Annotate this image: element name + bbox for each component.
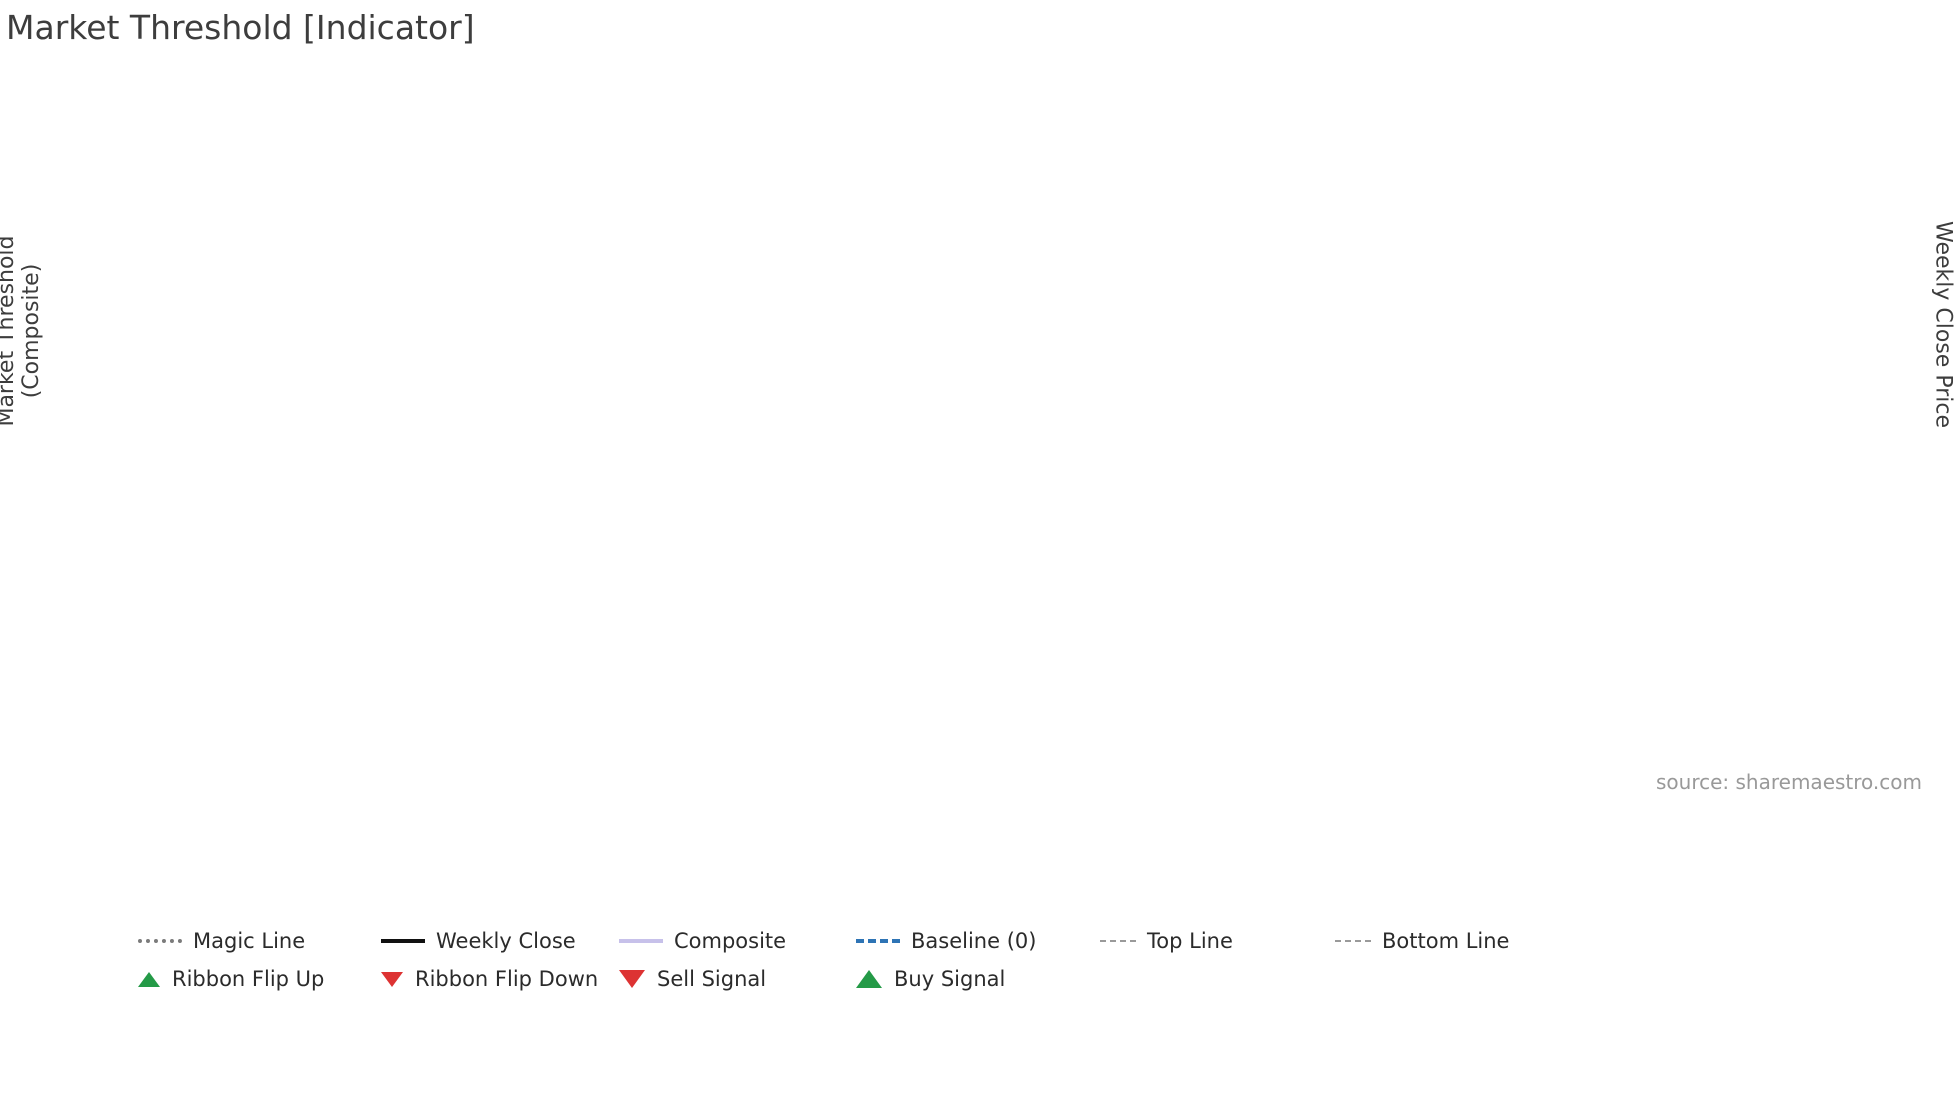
top-line-swatch-icon [1100,940,1136,942]
legend-label-buy: Buy Signal [894,967,1006,991]
weekly-close-swatch-icon [381,939,425,943]
legend-label-top: Top Line [1147,929,1233,953]
legend-label-flip-down: Ribbon Flip Down [415,967,599,991]
legend-item-magic-line: Magic Line [138,928,305,954]
legend-item-ribbon-flip-up: Ribbon Flip Up [138,966,324,992]
legend-item-buy-signal: Buy Signal [856,966,1005,992]
legend-item-baseline: Baseline (0) [856,928,1036,954]
sell-signal-icon [619,970,645,988]
legend-label-composite: Composite [674,929,787,953]
baseline-swatch-icon [856,939,900,943]
legend-item-composite: Composite [619,928,786,954]
source-credit: source: sharemaestro.com [1656,770,1922,794]
legend-label-weekly: Weekly Close [436,929,576,953]
ribbon-flip-down-icon [381,971,403,987]
legend-item-top-line: Top Line [1100,928,1233,954]
composite-swatch-icon [619,939,663,943]
ribbon-flip-up-icon [138,971,160,987]
magic-line-swatch-icon [138,939,182,943]
legend-label-magic: Magic Line [193,929,306,953]
legend-item-bottom-line: Bottom Line [1335,928,1509,954]
legend-item-ribbon-flip-down: Ribbon Flip Down [381,966,598,992]
bottom-line-swatch-icon [1335,940,1371,942]
legend-item-weekly-close: Weekly Close [381,928,576,954]
legend-label-flip-up: Ribbon Flip Up [172,967,325,991]
buy-signal-icon [856,970,882,988]
legend-label-bottom: Bottom Line [1382,929,1510,953]
legend-label-sell: Sell Signal [657,967,767,991]
legend-item-sell-signal: Sell Signal [619,966,766,992]
page-title: Market Threshold [Indicator] [6,8,475,47]
legend-label-baseline: Baseline (0) [911,929,1037,953]
